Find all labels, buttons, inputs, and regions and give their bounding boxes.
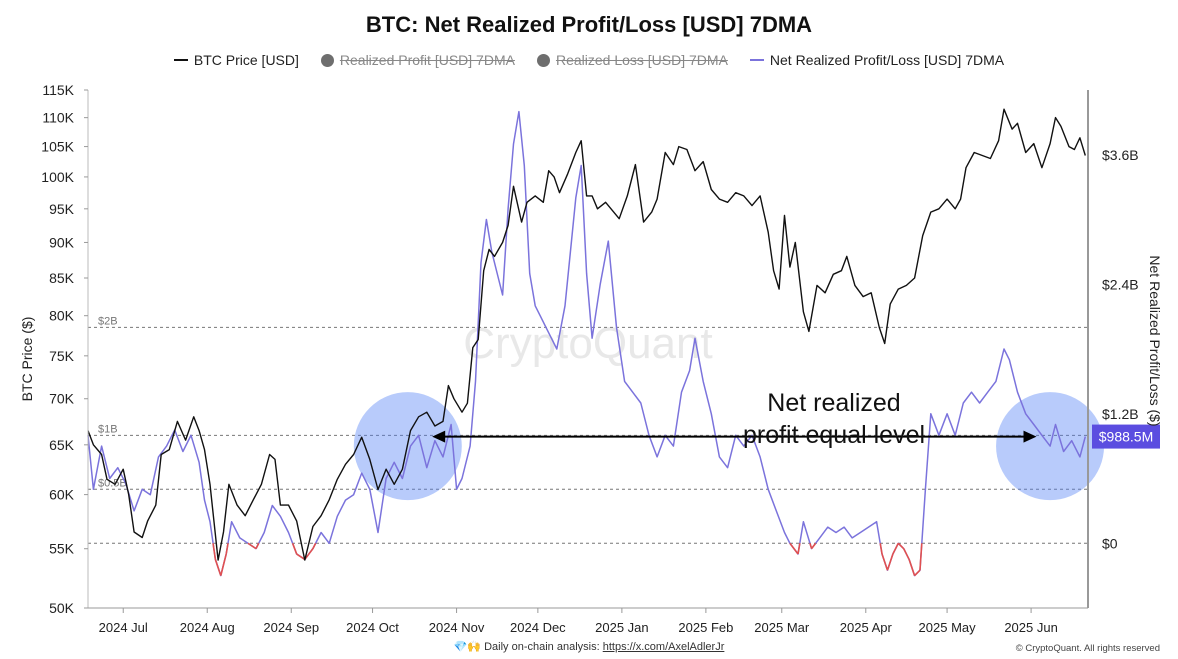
y-left-tick-label: 80K	[49, 308, 75, 324]
annotation-arrow-head-right	[1023, 430, 1037, 443]
net-loss-segment	[908, 559, 916, 576]
diamond-icon: 💎	[453, 641, 468, 653]
footer-text: Daily on-chain analysis:	[484, 641, 600, 653]
x-tick-label: 2024 Nov	[429, 620, 485, 635]
net-loss-segment	[291, 542, 298, 555]
chart-title: BTC: Net Realized Profit/Loss [USD] 7DMA	[365, 12, 813, 37]
x-tick-label: 2025 Apr	[840, 620, 893, 635]
watermark: CryptoQuant	[463, 319, 712, 368]
net-loss-segment	[886, 553, 894, 571]
y-left-tick-label: 90K	[49, 234, 75, 250]
x-tick-label: 2024 Dec	[510, 620, 566, 635]
y-left-tick-label: 60K	[49, 487, 75, 503]
net-loss-segment	[897, 542, 905, 550]
x-tick-label: 2024 Oct	[346, 620, 399, 635]
y-right-tick-label: $0	[1102, 535, 1118, 551]
net-loss-segment	[892, 542, 900, 555]
x-tick-label: 2024 Jul	[99, 620, 148, 635]
y-left-tick-label: 75K	[49, 348, 75, 364]
y-left-tick-label: 115K	[42, 82, 74, 98]
y-left-tick-label: 85K	[49, 270, 75, 286]
y-left-tick-label: 70K	[49, 391, 75, 407]
y-left-tick-label: 50K	[49, 600, 75, 616]
footer-link[interactable]: https://x.com/AxelAdlerJr	[602, 641, 725, 653]
y-left-tick-label: 65K	[49, 437, 75, 453]
y-left-tick-label: 100K	[41, 169, 74, 185]
x-tick-label: 2025 Feb	[678, 620, 733, 635]
net-loss-segment	[225, 543, 229, 555]
btc-price-line	[87, 108, 1086, 561]
legend-item-realized-loss[interactable]: Realized Loss [USD] 7DMA	[536, 52, 728, 68]
legend-label-realized-profit: Realized Profit [USD] 7DMA	[339, 52, 515, 68]
net-loss-segment	[214, 559, 222, 576]
legend-swatch-realized-loss	[536, 53, 550, 67]
annotation-arrow-head-left	[432, 430, 446, 443]
legend-swatch-btc-price	[173, 59, 188, 61]
legend-item-btc-price[interactable]: BTC Price [USD]	[173, 52, 299, 68]
annotation-text-line-2: profit equal level	[743, 421, 925, 449]
net-loss-segment	[789, 542, 799, 555]
y-left-tick-label: 110K	[42, 110, 74, 126]
legend-swatch-net-realized	[749, 59, 764, 61]
y-right-tick-label: $2.4B	[1102, 276, 1139, 292]
chart-legend: BTC Price [USD] Realized Profit [USD] 7D…	[0, 52, 1178, 68]
y-left-tick-label: 55K	[49, 541, 75, 557]
y-right-tick-label: $3.6B	[1102, 147, 1139, 163]
net-loss-segment	[296, 553, 306, 561]
legend-swatch-realized-profit	[320, 53, 334, 67]
x-tick-label: 2025 Jun	[1004, 620, 1058, 635]
x-tick-label: 2024 Sep	[263, 620, 319, 635]
net-loss-segment	[881, 553, 889, 571]
x-tick-label: 2025 Mar	[754, 620, 810, 635]
footer-attribution: 💎🙌 Daily on-chain analysis: https://x.co…	[0, 640, 1178, 653]
legend-label-realized-loss: Realized Loss [USD] 7DMA	[555, 52, 728, 68]
y-right-tick-label: $1.2B	[1102, 406, 1139, 422]
x-tick-label: 2025 Jan	[595, 620, 649, 635]
net-loss-segment	[797, 543, 801, 555]
net-loss-segment	[879, 543, 883, 555]
current-value-label: $988.5M	[1099, 429, 1153, 445]
legend-label-net-realized: Net Realized Profit/Loss [USD] 7DMA	[769, 52, 1005, 68]
legend-label-btc-price: BTC Price [USD]	[193, 52, 299, 68]
net-loss-segment	[903, 548, 910, 560]
y-left-tick-label: 105K	[41, 139, 74, 155]
net-loss-segment	[304, 548, 314, 560]
y-left-axis-label: BTC Price ($)	[19, 317, 35, 402]
x-tick-label: 2024 Aug	[180, 620, 235, 635]
legend-item-realized-profit[interactable]: Realized Profit [USD] 7DMA	[320, 52, 515, 68]
net-loss-segment	[913, 569, 921, 577]
net-loss-segment	[810, 542, 817, 550]
reference-line-label: $2B	[98, 315, 118, 327]
net-loss-segment	[212, 543, 217, 560]
net-loss-segment	[220, 553, 227, 576]
annotation-text-line-1: Net realized	[767, 389, 900, 417]
current-value-badge	[1092, 424, 1160, 449]
net-loss-segment	[247, 542, 257, 550]
net-loss-segment	[919, 543, 923, 571]
reference-line-label: $1B	[98, 423, 118, 435]
net-loss-segment	[312, 542, 317, 550]
x-tick-label: 2025 May	[919, 620, 977, 635]
net-loss-segment	[255, 542, 260, 550]
y-right-axis-label: Net Realized Profit/Loss ($)	[1147, 255, 1163, 426]
y-left-tick-label: 95K	[49, 201, 75, 217]
copyright-notice: © CryptoQuant. All rights reserved	[1015, 643, 1160, 654]
legend-item-net-realized[interactable]: Net Realized Profit/Loss [USD] 7DMA	[749, 52, 1005, 68]
hands-icon: 🙌	[467, 641, 482, 653]
